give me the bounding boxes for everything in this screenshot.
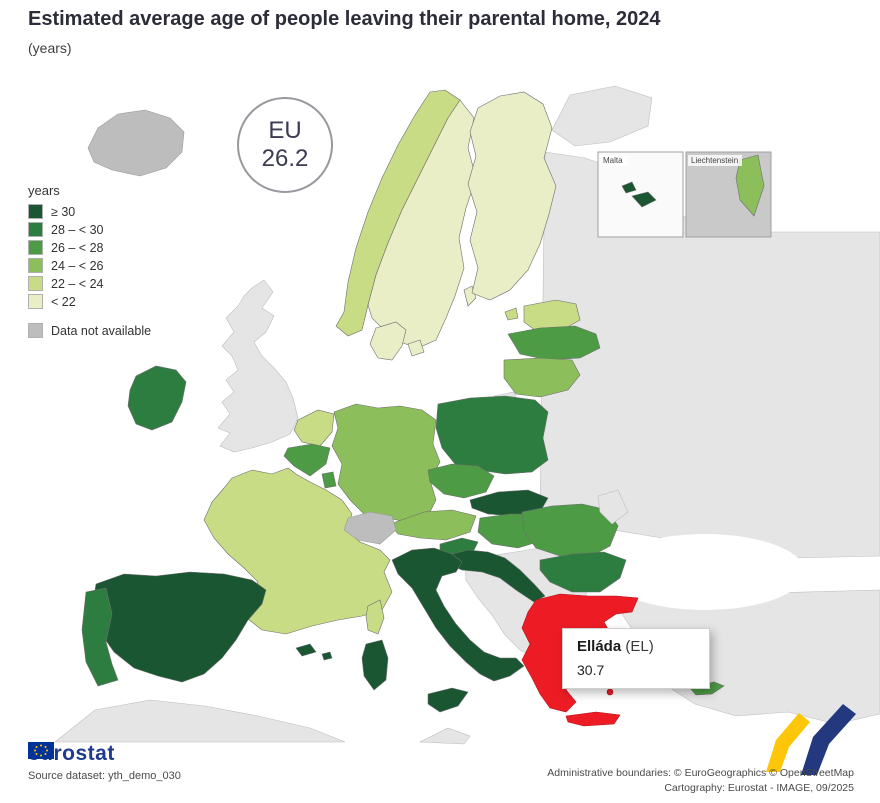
inset-liechtenstein: Liechtenstein xyxy=(685,151,772,238)
country-bulgaria[interactable] xyxy=(539,551,627,593)
region-tunisia xyxy=(418,727,471,745)
country-luxembourg[interactable] xyxy=(321,471,337,489)
legend-item: 24 – < 26 xyxy=(28,258,151,273)
legend-item: 26 – < 28 xyxy=(28,240,151,255)
legend-item: 22 – < 24 xyxy=(28,276,151,291)
legend-label: 22 – < 24 xyxy=(51,276,104,291)
legend-item-no-data: Data not available xyxy=(28,323,151,338)
malta-island-main[interactable] xyxy=(631,191,657,208)
legend-swatch xyxy=(28,204,43,219)
legend: years ≥ 30 28 – < 30 26 – < 28 24 – < 26… xyxy=(28,183,151,341)
legend-label: Data not available xyxy=(51,323,152,338)
country-moldova xyxy=(597,489,629,525)
country-united-kingdom[interactable] xyxy=(217,279,299,453)
country-denmark[interactable] xyxy=(369,321,407,361)
country-romania[interactable] xyxy=(521,503,619,559)
crete-island xyxy=(565,711,621,727)
liechtenstein-shape[interactable] xyxy=(735,154,765,217)
legend-swatch xyxy=(28,258,43,273)
country-poland[interactable] xyxy=(435,395,549,475)
country-switzerland[interactable] xyxy=(343,511,397,545)
country-netherlands[interactable] xyxy=(293,409,335,447)
eu-flag-icon xyxy=(28,742,54,759)
page-subtitle: (years) xyxy=(28,40,72,56)
estonia-island xyxy=(504,307,519,321)
sicily-island xyxy=(427,687,469,713)
eu-badge-label: EU xyxy=(268,117,302,145)
country-czechia[interactable] xyxy=(427,463,495,499)
page-title: Estimated average age of people leaving … xyxy=(28,8,661,30)
source-dataset[interactable]: Source dataset: yth_demo_030 xyxy=(28,770,181,782)
footer-credits: Administrative boundaries: © EuroGeograp… xyxy=(547,766,854,796)
country-ireland[interactable] xyxy=(127,365,187,431)
country-italy[interactable] xyxy=(391,547,525,682)
footer-left: eurostat Source dataset: yth_demo_030 xyxy=(28,742,181,782)
legend-label: 24 – < 26 xyxy=(51,258,104,273)
legend-label: ≥ 30 xyxy=(51,204,76,219)
sardinia-island xyxy=(361,639,389,691)
legend-label: 26 – < 28 xyxy=(51,240,104,255)
country-tooltip: Elláda (EL) 30.7 xyxy=(562,628,710,689)
country-austria[interactable] xyxy=(389,509,477,541)
legend-swatch xyxy=(28,240,43,255)
legend-item: 28 – < 30 xyxy=(28,222,151,237)
country-portugal[interactable] xyxy=(81,587,119,687)
balearic-island-small xyxy=(321,651,333,661)
country-estonia[interactable] xyxy=(523,299,581,332)
malta-island-gozo[interactable] xyxy=(621,181,637,194)
inset-liechtenstein-label: Liechtenstein xyxy=(691,156,738,165)
legend-swatch xyxy=(28,294,43,309)
country-iceland[interactable] xyxy=(87,109,185,177)
country-finland[interactable] xyxy=(467,91,557,301)
inset-malta: Malta xyxy=(597,151,684,238)
legend-swatch xyxy=(28,276,43,291)
tooltip-country-name: Elláda xyxy=(577,638,622,655)
region-kola-russia xyxy=(551,85,653,147)
legend-item: < 22 xyxy=(28,294,151,309)
tooltip-value: 30.7 xyxy=(577,662,605,678)
tooltip-country-code: (EL) xyxy=(625,638,654,655)
country-belgium[interactable] xyxy=(283,443,331,477)
credit-boundaries: Administrative boundaries: © EuroGeograp… xyxy=(547,767,854,779)
legend-swatch-no-data xyxy=(28,323,43,338)
legend-label: 28 – < 30 xyxy=(51,222,104,237)
legend-swatch xyxy=(28,222,43,237)
credit-cartography: Cartography: Eurostat - IMAGE, 09/2025 xyxy=(664,782,854,795)
inset-malta-label: Malta xyxy=(603,156,623,165)
country-latvia[interactable] xyxy=(507,325,601,361)
balearic-islands xyxy=(295,643,317,657)
country-spain[interactable] xyxy=(91,571,267,683)
legend-title: years xyxy=(28,183,60,198)
image-logo-chevrons xyxy=(766,704,856,775)
eu-average-badge: EU 26.2 xyxy=(237,97,333,193)
legend-label: < 22 xyxy=(51,294,76,309)
country-lithuania[interactable] xyxy=(503,357,581,398)
black-sea xyxy=(605,534,805,610)
legend-item: ≥ 30 xyxy=(28,204,151,219)
country-germany[interactable] xyxy=(331,403,441,523)
eu-badge-value: 26.2 xyxy=(261,145,309,172)
region-north-africa xyxy=(54,699,346,743)
denmark-island xyxy=(407,339,425,357)
corsica-island xyxy=(365,599,385,635)
